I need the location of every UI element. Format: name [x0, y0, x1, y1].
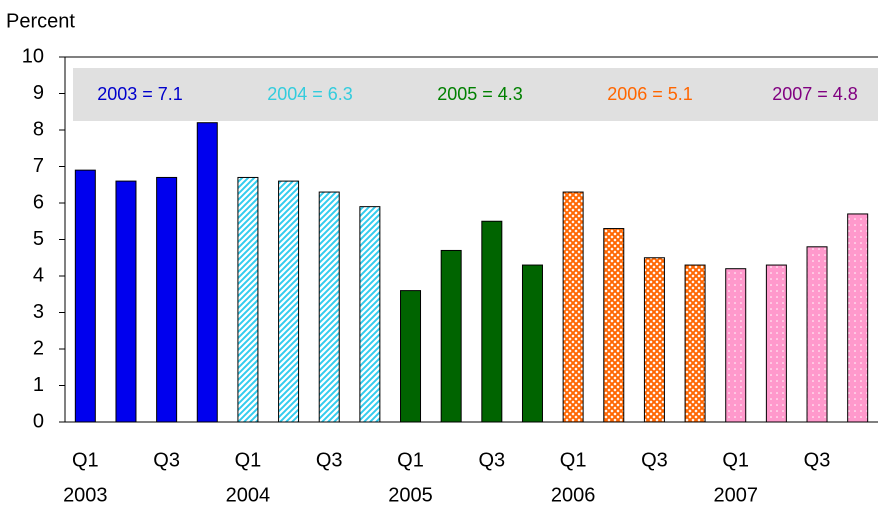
bar	[400, 290, 422, 423]
x-tick-label: Q1	[72, 449, 99, 471]
x-group-label: 2007	[713, 484, 758, 506]
bar	[765, 264, 787, 423]
legend-box	[73, 68, 878, 121]
y-tick-label: 3	[33, 301, 44, 323]
bar	[521, 264, 543, 423]
bar	[847, 213, 869, 423]
bar	[318, 191, 340, 423]
y-tick-label: 1	[33, 374, 44, 396]
bar	[562, 191, 584, 423]
x-tick-label: Q1	[722, 449, 749, 471]
x-tick-label: Q3	[804, 449, 831, 471]
legend-label: 2005 = 4.3	[437, 84, 523, 104]
bar	[359, 206, 381, 423]
y-tick-label: 4	[33, 264, 44, 286]
x-group-label: 2003	[63, 484, 108, 506]
x-tick-label: Q3	[478, 449, 505, 471]
y-tick-label: 5	[33, 228, 44, 250]
bar	[278, 180, 300, 423]
y-tick-label: 6	[33, 191, 44, 213]
bar	[237, 176, 259, 423]
y-tick-label: 10	[22, 45, 44, 67]
bar	[603, 228, 625, 423]
legend-label: 2007 = 4.8	[772, 84, 858, 104]
bar	[481, 220, 503, 423]
bar	[196, 122, 218, 423]
x-tick-label: Q1	[560, 449, 587, 471]
x-tick-label: Q1	[397, 449, 424, 471]
bar	[643, 257, 665, 423]
bar	[156, 176, 178, 423]
legend-label: 2003 = 7.1	[97, 84, 183, 104]
bar	[684, 264, 706, 423]
x-group-label: 2004	[226, 484, 271, 506]
y-tick-label: 8	[33, 118, 44, 140]
y-tick-label: 9	[33, 82, 44, 104]
x-tick-label: Q3	[316, 449, 343, 471]
y-tick-label: 0	[33, 410, 44, 432]
x-group-label: 2005	[388, 484, 433, 506]
bar	[725, 268, 747, 423]
bar	[440, 249, 462, 423]
y-axis-label: Percent	[6, 10, 75, 32]
legend-label: 2006 = 5.1	[607, 84, 693, 104]
x-tick-label: Q3	[153, 449, 180, 471]
legend-label: 2004 = 6.3	[267, 84, 353, 104]
x-tick-label: Q1	[235, 449, 262, 471]
y-tick-label: 2	[33, 337, 44, 359]
y-tick-label: 7	[33, 155, 44, 177]
bar	[74, 169, 96, 423]
x-tick-label: Q3	[641, 449, 668, 471]
bar	[115, 180, 137, 423]
bar	[806, 246, 828, 423]
x-group-label: 2006	[551, 484, 596, 506]
